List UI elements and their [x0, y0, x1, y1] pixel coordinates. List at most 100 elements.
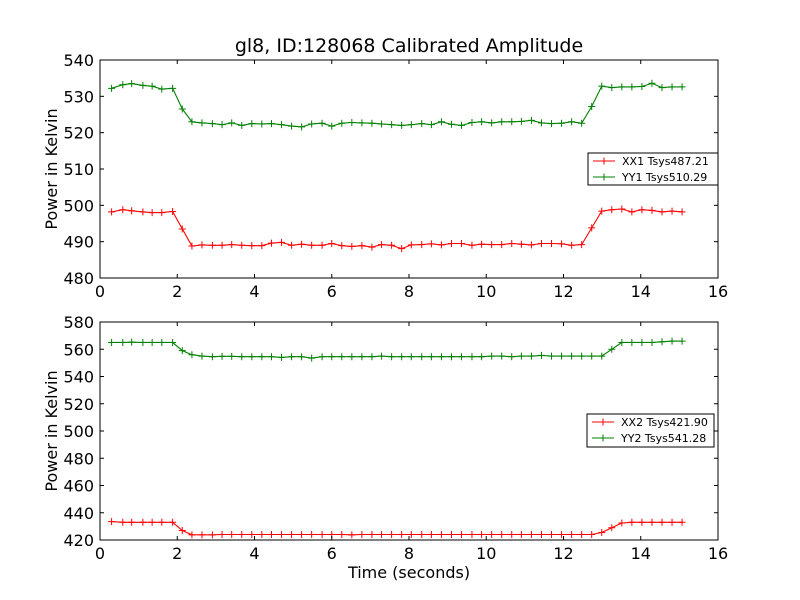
data-point-marker: [658, 338, 666, 346]
y-tick-label: 490: [63, 233, 94, 252]
data-point-marker: [398, 121, 406, 129]
data-point-marker: [537, 351, 545, 359]
data-point-marker: [318, 241, 326, 249]
data-point-marker: [139, 81, 147, 89]
data-point-marker: [407, 241, 415, 249]
data-point-marker: [318, 119, 326, 127]
data-point-marker: [578, 531, 586, 539]
data-point-marker: [568, 241, 576, 249]
data-point-marker: [338, 119, 346, 127]
data-point-marker: [568, 352, 576, 360]
data-point-marker: [407, 531, 415, 539]
data-point-marker: [618, 205, 626, 213]
data-point-marker: [598, 352, 606, 360]
data-point-marker: [108, 84, 116, 92]
data-point-marker: [548, 352, 556, 360]
data-point-marker: [148, 209, 156, 217]
data-point-marker: [178, 105, 186, 113]
series-line-1: [111, 521, 683, 536]
data-point-marker: [228, 119, 236, 127]
legend-marker: [599, 434, 607, 442]
data-point-marker: [188, 242, 196, 250]
series-line-2: [111, 340, 683, 359]
data-point-marker: [208, 531, 216, 539]
data-point-marker: [128, 338, 136, 346]
data-point-marker: [638, 518, 646, 526]
data-point-marker: [678, 337, 686, 345]
data-point-marker: [658, 84, 666, 92]
data-point-marker: [598, 529, 606, 537]
top-y-axis-label: Power in Kelvin: [42, 108, 61, 229]
x-tick-label: 8: [404, 544, 414, 563]
data-point-marker: [169, 518, 177, 526]
data-point-marker: [398, 353, 406, 361]
data-point-marker: [478, 353, 486, 361]
data-point-marker: [298, 123, 306, 131]
data-point-marker: [188, 531, 196, 539]
data-point-marker: [488, 241, 496, 249]
data-point-marker: [447, 531, 455, 539]
data-point-marker: [638, 206, 646, 214]
data-point-marker: [128, 518, 136, 526]
data-point-marker: [668, 518, 676, 526]
data-point-marker: [208, 353, 216, 361]
data-point-marker: [378, 352, 386, 360]
data-point-marker: [578, 119, 586, 127]
data-point-marker: [437, 118, 445, 126]
data-point-marker: [178, 225, 186, 233]
y-tick-label: 580: [63, 313, 94, 332]
data-point-marker: [328, 239, 336, 247]
x-tick-label: 2: [172, 544, 182, 563]
data-point-marker: [437, 353, 445, 361]
y-tick-label: 510: [63, 160, 94, 179]
data-point-marker: [668, 337, 676, 345]
data-point-marker: [678, 83, 686, 91]
data-point-marker: [578, 352, 586, 360]
data-point-marker: [148, 518, 156, 526]
data-point-marker: [139, 518, 147, 526]
data-point-marker: [517, 352, 525, 360]
data-point-marker: [228, 352, 236, 360]
data-point-marker: [468, 241, 476, 249]
data-point-marker: [108, 338, 116, 346]
x-tick-label: 4: [249, 282, 259, 301]
data-point-marker: [208, 120, 216, 128]
data-point-marker: [517, 531, 525, 539]
data-point-marker: [198, 352, 206, 360]
data-point-marker: [288, 531, 296, 539]
data-point-marker: [238, 121, 246, 129]
data-point-marker: [398, 531, 406, 539]
data-point-marker: [558, 531, 566, 539]
x-tick-label: 16: [708, 282, 728, 301]
legend-box: [587, 152, 719, 186]
series-line-1: [111, 208, 683, 250]
data-point-marker: [258, 120, 266, 128]
data-point-marker: [498, 241, 506, 249]
data-point-marker: [508, 239, 516, 247]
data-point-marker: [119, 338, 127, 346]
data-point-marker: [338, 531, 346, 539]
legend-label: YY1 Tsys510.29: [621, 171, 707, 184]
data-point-marker: [308, 120, 316, 128]
y-tick-label: 420: [63, 531, 94, 550]
data-point-marker: [368, 243, 376, 251]
data-point-marker: [478, 118, 486, 126]
data-point-marker: [348, 353, 356, 361]
data-point-marker: [358, 119, 366, 127]
data-point-marker: [527, 116, 535, 124]
y-tick-label: 520: [63, 124, 94, 143]
data-point-marker: [248, 242, 256, 250]
data-point-marker: [508, 118, 516, 126]
y-tick-label: 480: [63, 449, 94, 468]
data-point-marker: [258, 531, 266, 539]
data-point-marker: [508, 531, 516, 539]
data-point-marker: [427, 121, 435, 129]
data-point-marker: [267, 353, 275, 361]
data-point-marker: [267, 120, 275, 128]
data-point-marker: [198, 531, 206, 539]
data-point-marker: [218, 121, 226, 129]
data-point-marker: [348, 242, 356, 250]
data-point-marker: [188, 118, 196, 126]
data-point-marker: [468, 118, 476, 126]
